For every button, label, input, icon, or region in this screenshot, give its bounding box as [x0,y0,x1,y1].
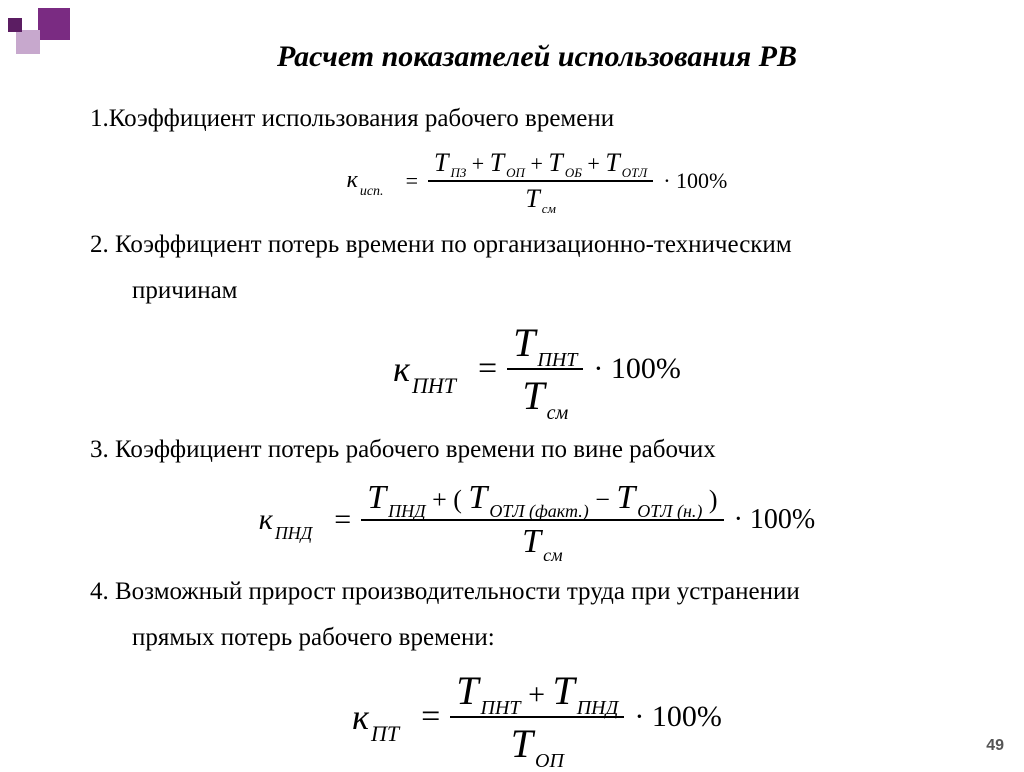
slide-title: Расчет показателей использования РВ [90,40,984,74]
equals-sign: = [478,350,497,388]
formula-tail: · 100% [634,700,721,734]
fraction: TПЗ + TОП + TОБ + TОТЛTсм [428,146,653,216]
decor-square-small [8,18,22,32]
formula-lhs: кПНТ [393,348,456,390]
item-label-3: 3. Коэффициент потерь рабочего времени п… [90,433,984,467]
formula-tail: · 100% [663,168,727,194]
item-label-2-cont: причинам [90,274,984,308]
fraction: TПНТTсм [507,317,583,421]
denominator: Tсм [516,521,568,563]
denominator: Tсм [519,182,562,216]
numerator: TПНТ [507,317,583,368]
formula-lhs: кисп. [347,167,384,194]
denominator: TОП [505,718,570,769]
formula-tail: · 100% [593,352,680,386]
item-label-1: 1.Коэффициент использования рабочего вре… [90,102,984,136]
formula-4: кПТ = TПНТ + TПНДTОП · 100% [90,665,984,769]
page-number: 49 [986,737,1004,755]
formula-1: кисп. = TПЗ + TОП + TОБ + TОТЛTсм · 100% [90,146,984,216]
decor-square-medium [16,30,40,54]
formula-2: кПНТ = TПНТTсм · 100% [90,317,984,421]
item-label-4-cont: прямых потерь рабочего времени: [90,621,984,655]
equals-sign: = [406,168,418,194]
numerator: TПНД + ( TОТЛ (факт.) − TОТЛ (н.) ) [361,477,723,519]
equals-sign: = [334,503,351,537]
fraction: TПНТ + TПНДTОП [450,665,624,769]
formula-tail: · 100% [734,504,816,536]
item-label-2: 2. Коэффициент потерь времени по организ… [90,228,984,262]
equals-sign: = [421,698,440,736]
formula-3: кПНД = TПНД + ( TОТЛ (факт.) − TОТЛ (н.) )… [90,477,984,563]
content-body: 1.Коэффициент использования рабочего вре… [90,102,984,769]
formula-lhs: кПТ [352,696,399,738]
numerator: TПЗ + TОП + TОБ + TОТЛ [428,146,653,180]
denominator: Tсм [516,370,574,421]
decor-square-large [38,8,70,40]
formula-lhs: кПНД [259,503,313,537]
numerator: TПНТ + TПНД [450,665,624,716]
item-label-4: 4. Возможный прирост производительности … [90,575,984,609]
fraction: TПНД + ( TОТЛ (факт.) − TОТЛ (н.) )Tсм [361,477,723,563]
